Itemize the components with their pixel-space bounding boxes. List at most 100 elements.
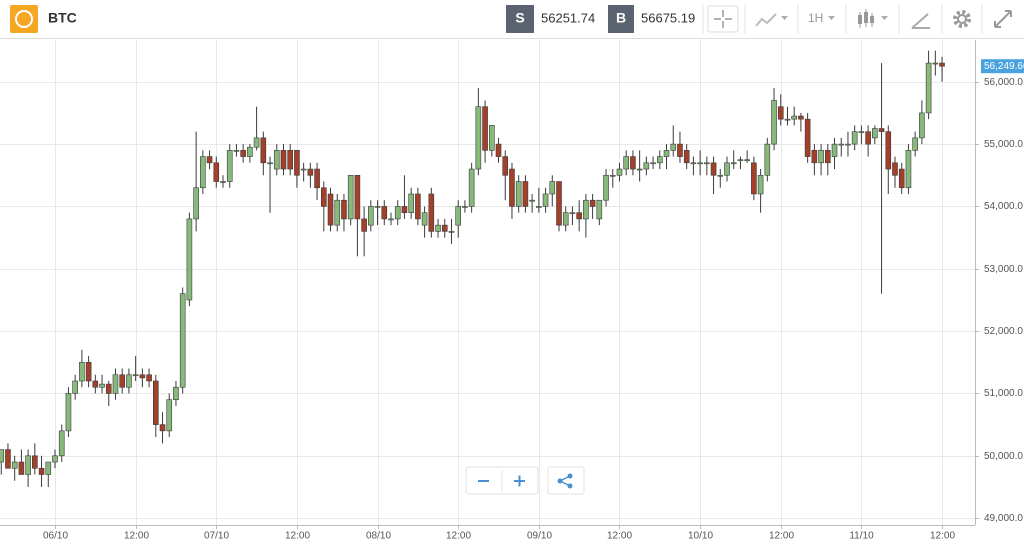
candle-body	[5, 449, 11, 469]
caret	[881, 16, 888, 20]
candle-body	[52, 455, 58, 463]
candle-body	[818, 150, 824, 164]
candle-body	[804, 118, 811, 157]
candle-body	[193, 187, 199, 220]
x-tick-label: 12:00	[769, 531, 794, 542]
candle-body	[105, 383, 112, 394]
candle-body	[616, 168, 623, 176]
candle-body	[764, 143, 771, 176]
candle-body	[798, 115, 804, 120]
candle-body	[603, 174, 609, 201]
candle-body	[865, 131, 871, 145]
candle-body	[482, 106, 488, 151]
candle-body	[25, 455, 31, 475]
x-tick-label: 07/10	[204, 531, 229, 542]
candle-body	[361, 218, 367, 232]
candle-body	[153, 380, 159, 425]
buy-label: B	[616, 10, 626, 26]
btc-icon	[10, 5, 38, 33]
x-tick-label: 12:00	[446, 531, 471, 542]
candle-body	[253, 137, 260, 148]
candle-body	[878, 128, 885, 132]
candle-body	[932, 62, 939, 65]
candle-body	[159, 424, 166, 432]
candle-body	[99, 383, 105, 388]
sell-label: S	[515, 10, 524, 26]
candle-body	[435, 224, 441, 232]
candle-body	[294, 150, 300, 176]
candle-body	[45, 461, 52, 475]
candle-body	[919, 112, 925, 139]
candle-body	[38, 467, 45, 475]
candle-body	[912, 137, 918, 151]
candle-body	[226, 150, 233, 182]
share-button[interactable]	[547, 466, 585, 495]
x-tick-label: 06/10	[43, 531, 68, 542]
chart-type-icon[interactable]	[755, 13, 777, 27]
candle-body	[354, 174, 361, 220]
buy-button[interactable]	[608, 5, 634, 33]
candle-body	[220, 181, 226, 183]
y-tick-label: 52,000.0	[984, 326, 1023, 337]
candle-body	[838, 143, 845, 146]
fullscreen-icon[interactable]	[994, 10, 1012, 28]
settings-icon[interactable]	[953, 10, 971, 28]
candle-body	[206, 156, 213, 164]
settings-icon-center	[957, 14, 967, 24]
candle-body	[428, 193, 435, 232]
y-tick-label: 54,000.0	[984, 201, 1023, 212]
candle-body	[381, 206, 388, 220]
candle-body	[18, 461, 25, 475]
x-tick-label: 12:00	[930, 531, 955, 542]
candle-body	[529, 199, 535, 202]
candle-body	[737, 159, 744, 161]
candle-body	[872, 128, 878, 139]
candle-body	[596, 199, 603, 220]
candle-body	[374, 206, 381, 208]
share-icon	[567, 473, 573, 479]
candle-body	[334, 199, 341, 226]
last-price-box	[981, 59, 1024, 74]
candle-body	[542, 193, 549, 207]
candle-body	[441, 224, 448, 232]
candle-body	[495, 143, 502, 157]
candle-body	[697, 162, 703, 165]
candle-body	[314, 168, 320, 189]
caret	[781, 16, 788, 20]
candle-body	[549, 181, 556, 195]
candle-body	[757, 174, 764, 195]
candle-body	[704, 162, 710, 165]
candle-body	[388, 218, 394, 221]
candle-body	[824, 150, 831, 164]
sell-price: 56251.74	[541, 10, 595, 25]
timeframe[interactable]: 1H	[808, 11, 823, 25]
candle-body	[589, 199, 596, 207]
candle-body	[724, 162, 730, 176]
x-tick-label: 12:00	[285, 531, 310, 542]
candle-body	[643, 162, 650, 170]
x-tick-label: 10/10	[688, 531, 713, 542]
candles-icon[interactable]	[858, 15, 862, 24]
candle-body	[515, 181, 522, 207]
candle-body	[455, 206, 462, 226]
candle-body	[368, 206, 374, 226]
caret	[828, 16, 835, 20]
candle-body	[636, 168, 643, 171]
draw-icon[interactable]	[911, 13, 930, 29]
zoom-in[interactable]	[514, 475, 525, 487]
candle-body	[0, 449, 5, 463]
candle-body	[751, 162, 757, 195]
sell-button[interactable]	[506, 5, 534, 33]
y-tick-label: 50,000.0	[984, 451, 1023, 462]
candle-body	[609, 174, 616, 177]
candle-body	[448, 231, 455, 233]
crosshair-button[interactable]	[707, 5, 739, 33]
btc-icon-mark	[15, 10, 33, 28]
x-tick-label: 08/10	[366, 531, 391, 542]
candle-body	[630, 156, 636, 170]
buy-price: 56675.19	[641, 10, 695, 25]
candle-body	[845, 143, 851, 146]
candle-body	[11, 461, 18, 469]
